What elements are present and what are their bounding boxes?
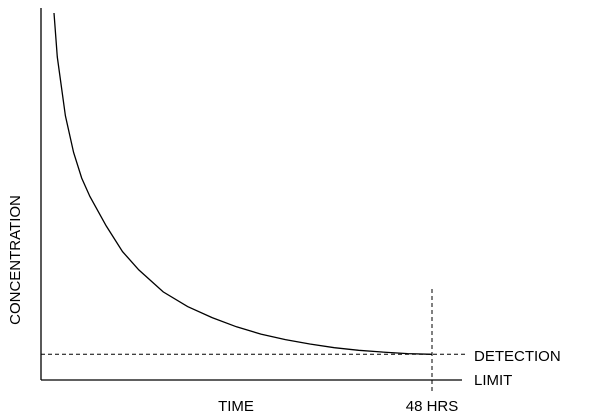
detection-limit-label-line-1: DETECTION: [474, 348, 561, 365]
detection-limit-label-line-2: LIMIT: [474, 372, 512, 389]
x-tick-label-48-hrs: 48 HRS: [406, 398, 459, 415]
y-axis-label: CONCENTRATION: [7, 195, 24, 325]
x-axis-label: TIME: [218, 398, 254, 415]
concentration-decay-curve: [53, 12, 433, 355]
